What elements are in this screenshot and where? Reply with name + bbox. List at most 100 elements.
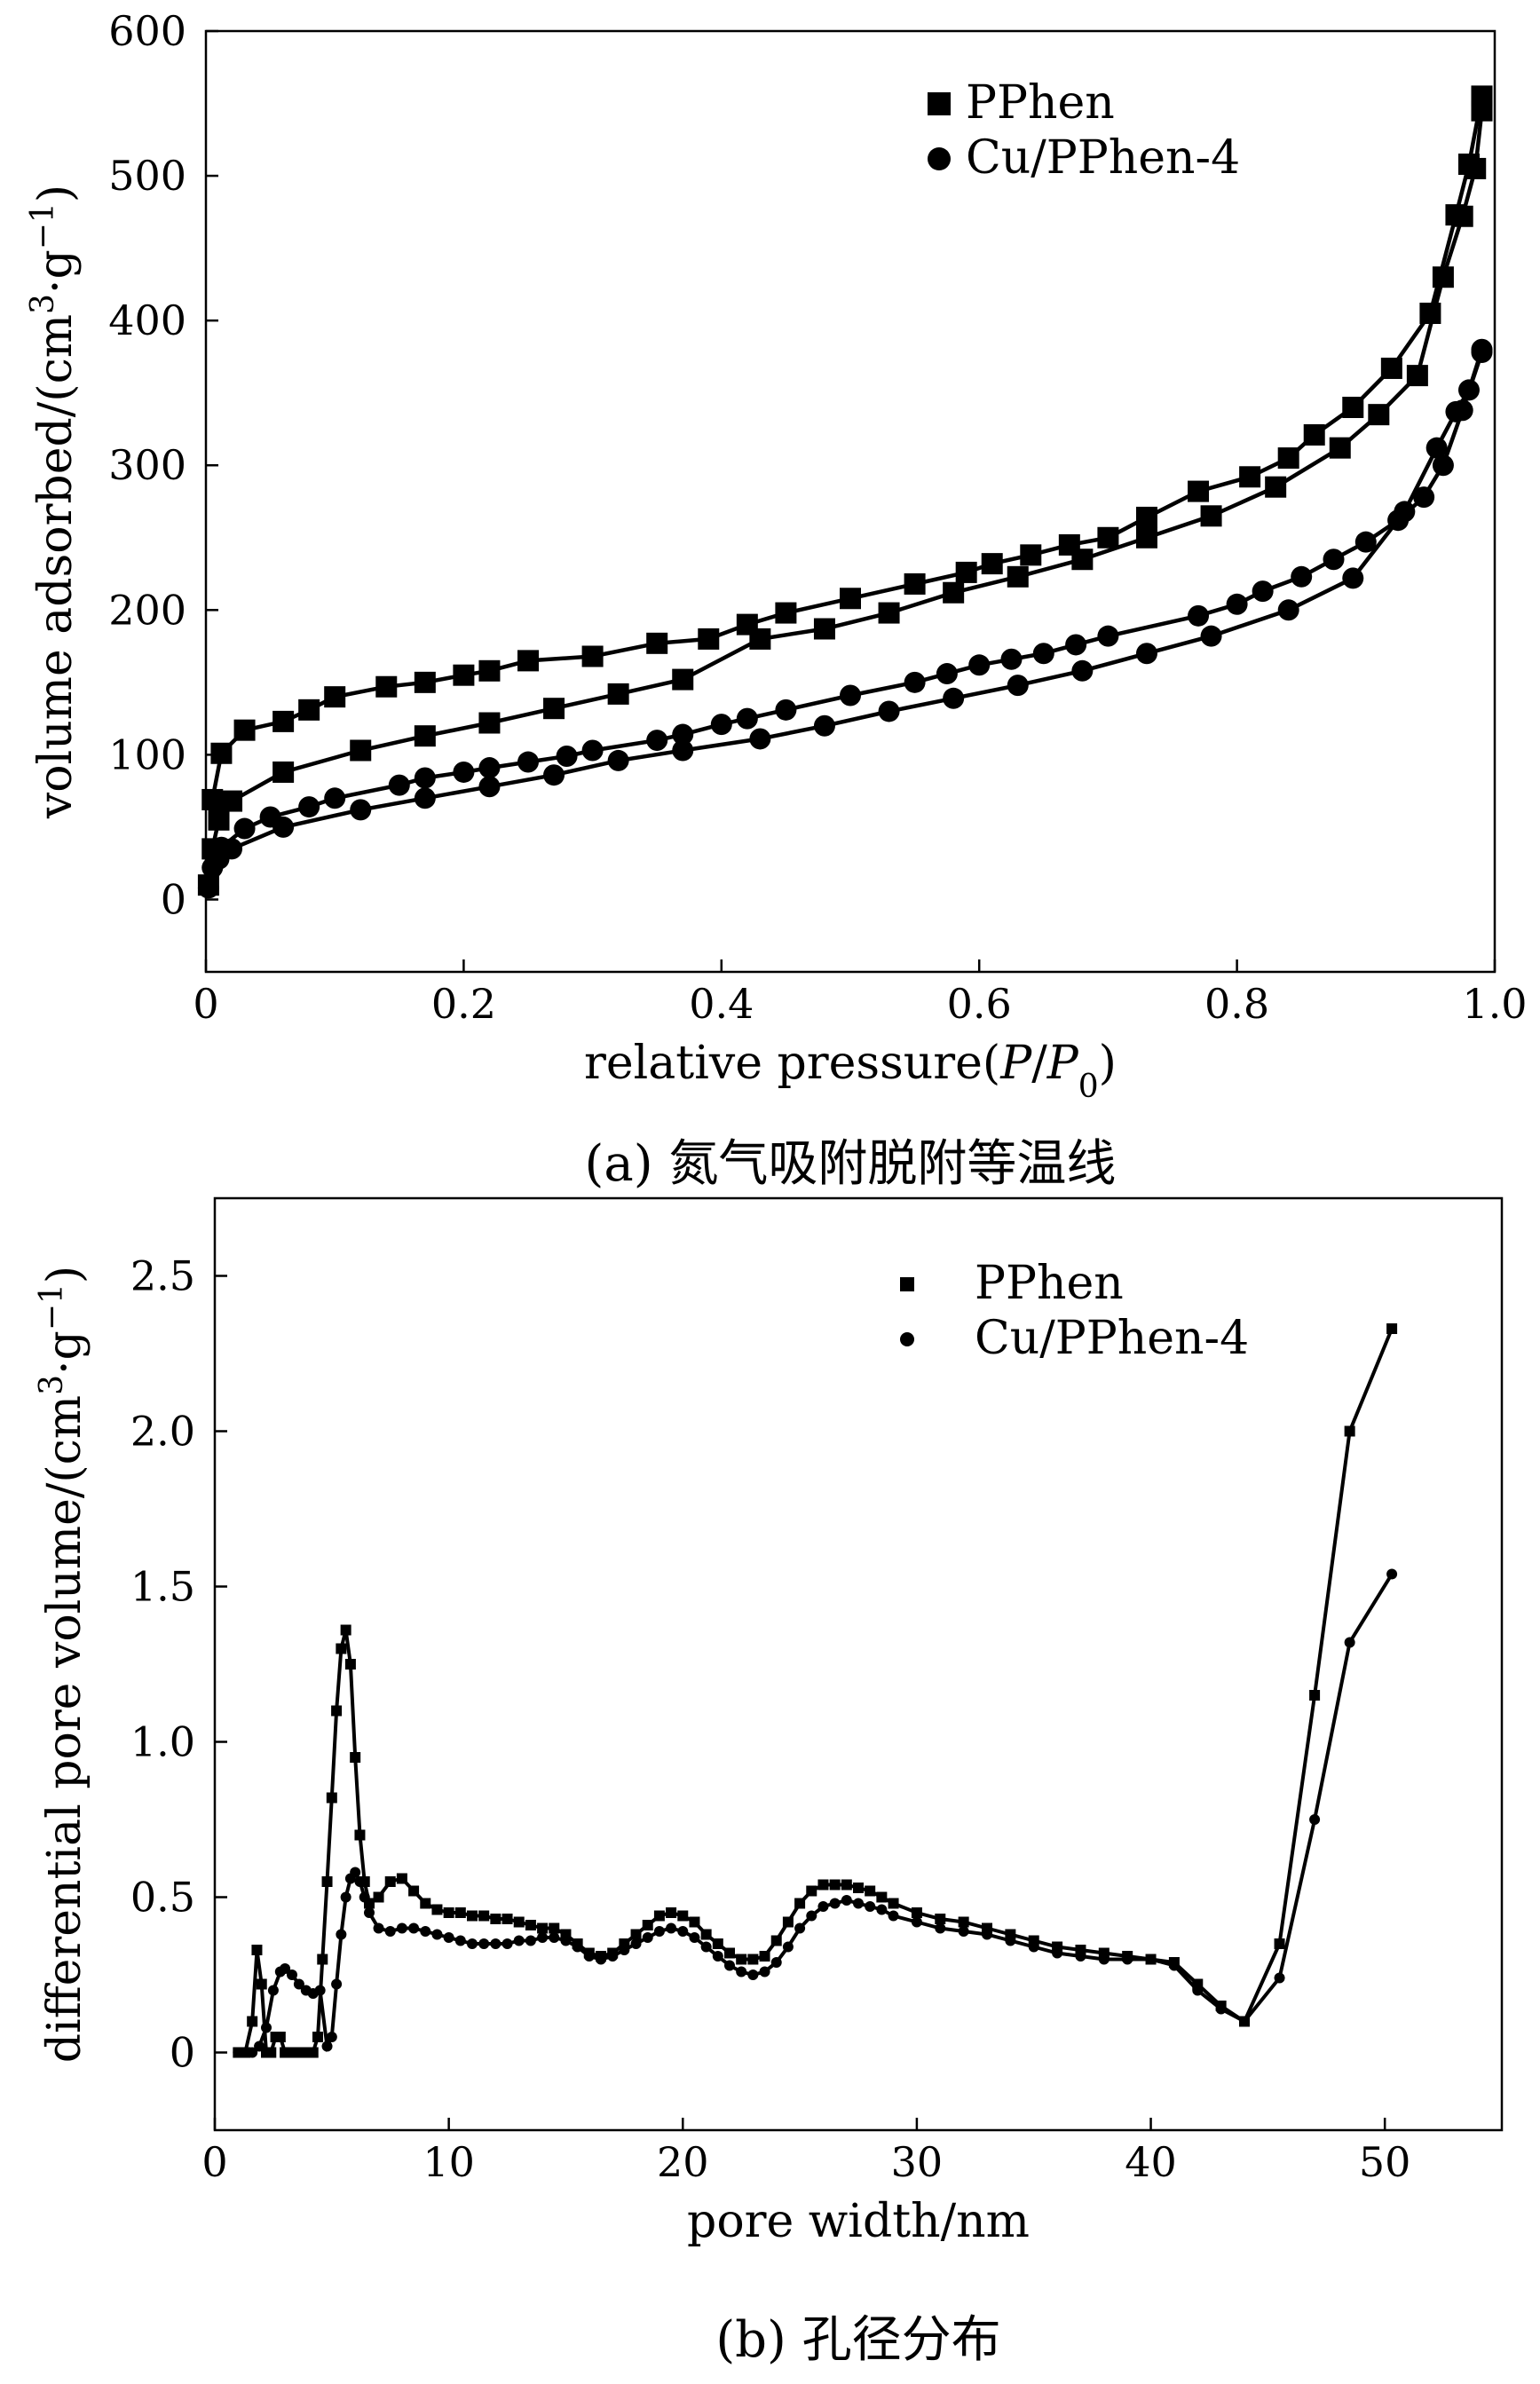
data-point — [1075, 1951, 1086, 1962]
y-tick-label: 400 — [108, 296, 186, 344]
data-point — [1329, 437, 1351, 459]
y-tick-label: 600 — [108, 7, 186, 55]
data-point — [208, 809, 230, 831]
data-point — [261, 2022, 272, 2033]
data-point — [490, 1914, 501, 1924]
data-point — [414, 671, 436, 693]
data-point — [1380, 357, 1402, 379]
data-point — [549, 1922, 560, 1934]
y-tick-label: 1.5 — [130, 1563, 195, 1611]
data-point — [1122, 1954, 1133, 1965]
data-point — [478, 776, 501, 798]
data-point — [936, 663, 958, 685]
data-point — [865, 1901, 876, 1912]
data-point — [1200, 505, 1222, 527]
data-point — [1406, 365, 1428, 387]
data-point — [1387, 509, 1410, 532]
data-point — [324, 686, 346, 708]
data-point — [364, 1907, 375, 1918]
data-point — [677, 1910, 689, 1922]
x-tick-label: 30 — [891, 2138, 944, 2186]
data-point — [317, 1954, 328, 1965]
data-point — [467, 1910, 478, 1922]
data-point — [350, 1752, 361, 1763]
data-point — [1342, 567, 1364, 589]
data-point — [197, 877, 219, 899]
data-point — [1342, 397, 1364, 418]
data-point — [581, 739, 604, 762]
data-point — [1188, 480, 1210, 502]
data-point — [853, 1883, 864, 1893]
data-point — [537, 1922, 549, 1934]
plot-frame — [213, 1196, 1504, 2132]
x-tick-label: 0.8 — [1204, 980, 1269, 1028]
data-point — [1071, 659, 1094, 682]
data-point — [331, 1705, 343, 1717]
series-line-pphen — [210, 95, 1484, 801]
data-point — [298, 699, 320, 721]
data-point — [254, 2041, 265, 2052]
data-point — [525, 1920, 536, 1930]
data-point — [724, 1960, 735, 1971]
data-point — [806, 1885, 817, 1897]
data-point — [478, 712, 501, 734]
y-tick-label: 0.5 — [130, 1874, 195, 1922]
series-line-cu-pphen-4 — [238, 1573, 1394, 2055]
data-point — [280, 1963, 291, 1974]
x-tick-label: 0.6 — [947, 980, 1012, 1028]
data-point — [517, 650, 539, 672]
data-point — [1145, 1954, 1157, 1965]
data-point — [420, 1898, 431, 1909]
data-point — [324, 787, 346, 809]
data-point — [724, 1947, 735, 1959]
data-point — [443, 1907, 454, 1918]
data-point — [326, 1792, 337, 1804]
data-point — [981, 553, 1003, 575]
data-point — [1274, 1972, 1285, 1984]
data-point — [247, 2016, 258, 2027]
data-point — [375, 675, 398, 698]
data-point — [344, 1659, 356, 1670]
data-point — [583, 1951, 595, 1962]
legend-marker — [928, 92, 951, 115]
data-point — [888, 1910, 899, 1922]
y-axis-label: differential pore volume/(cm3·g−1) — [34, 1266, 92, 2063]
data-point — [549, 1932, 560, 1943]
data-point — [373, 1922, 384, 1934]
data-point — [1265, 476, 1287, 498]
data-point — [233, 719, 256, 741]
plot-frame — [204, 29, 1497, 974]
data-point — [388, 774, 410, 796]
data-point — [642, 1920, 653, 1930]
data-point — [1135, 643, 1157, 665]
legend-label: Cu/PPhen-4 — [975, 1312, 1249, 1365]
data-point — [572, 1941, 583, 1953]
data-point — [326, 2032, 337, 2042]
x-axis-label: pore width/nm — [687, 2195, 1030, 2248]
data-point — [467, 1938, 478, 1949]
data-point — [454, 1907, 466, 1918]
y-tick-label: 2.0 — [130, 1408, 195, 1456]
data-point — [853, 1898, 864, 1909]
data-point — [478, 1910, 490, 1922]
data-point — [256, 1978, 267, 1990]
data-point — [1277, 599, 1299, 621]
data-point — [312, 2032, 323, 2042]
data-point — [1020, 544, 1042, 566]
data-point — [201, 788, 224, 810]
data-point — [806, 1910, 817, 1922]
data-point — [878, 602, 900, 624]
data-point — [267, 1985, 279, 1996]
x-tick-label: 50 — [1359, 2138, 1411, 2186]
data-point — [517, 751, 539, 773]
data-point — [1386, 1323, 1398, 1334]
data-point — [958, 1916, 969, 1928]
data-point — [408, 1922, 420, 1934]
data-point — [336, 1643, 347, 1654]
legend-marker — [900, 1332, 914, 1346]
legend-marker — [900, 1277, 914, 1291]
data-point — [770, 1935, 782, 1946]
data-point — [396, 1922, 407, 1934]
data-point — [431, 1904, 443, 1915]
data-point — [373, 1891, 384, 1903]
